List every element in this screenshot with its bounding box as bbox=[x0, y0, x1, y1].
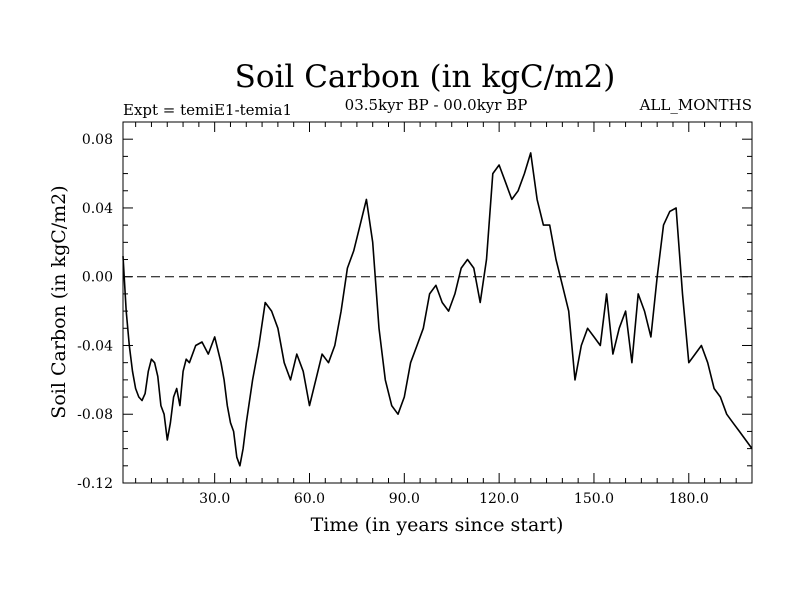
experiment-label: Expt = temiE1-temia1 bbox=[123, 101, 292, 119]
x-tick-label: 150.0 bbox=[574, 491, 614, 507]
y-tick-label: -0.04 bbox=[77, 338, 113, 354]
soil-carbon-series-line bbox=[122, 152, 753, 467]
x-tick-label: 30.0 bbox=[199, 491, 230, 507]
y-tick-label: 0.00 bbox=[82, 270, 113, 286]
y-axis-label: Soil Carbon (in kgC/m2) bbox=[48, 185, 70, 418]
x-tick-label: 60.0 bbox=[294, 491, 325, 507]
chart-title: Soil Carbon (in kgC/m2) bbox=[235, 59, 616, 95]
y-tick-label: 0.08 bbox=[82, 132, 113, 148]
x-tick-label: 120.0 bbox=[479, 491, 519, 507]
period-label: 03.5kyr BP - 00.0kyr BP bbox=[345, 96, 528, 114]
y-tick-label: 0.04 bbox=[82, 201, 113, 217]
x-tick-label: 180.0 bbox=[669, 491, 709, 507]
plot-frame bbox=[122, 121, 753, 484]
y-tick-label: -0.08 bbox=[77, 407, 113, 423]
season-label: ALL_MONTHS bbox=[639, 96, 752, 114]
x-axis-label: Time (in years since start) bbox=[311, 514, 564, 536]
x-tick-label: 90.0 bbox=[389, 491, 420, 507]
y-tick-label: -0.12 bbox=[77, 476, 113, 492]
plot-area: 30.0 60.0 90.0 120.0 150.0 180.0 -0.12 -0.08 -0.… bbox=[77, 121, 753, 507]
